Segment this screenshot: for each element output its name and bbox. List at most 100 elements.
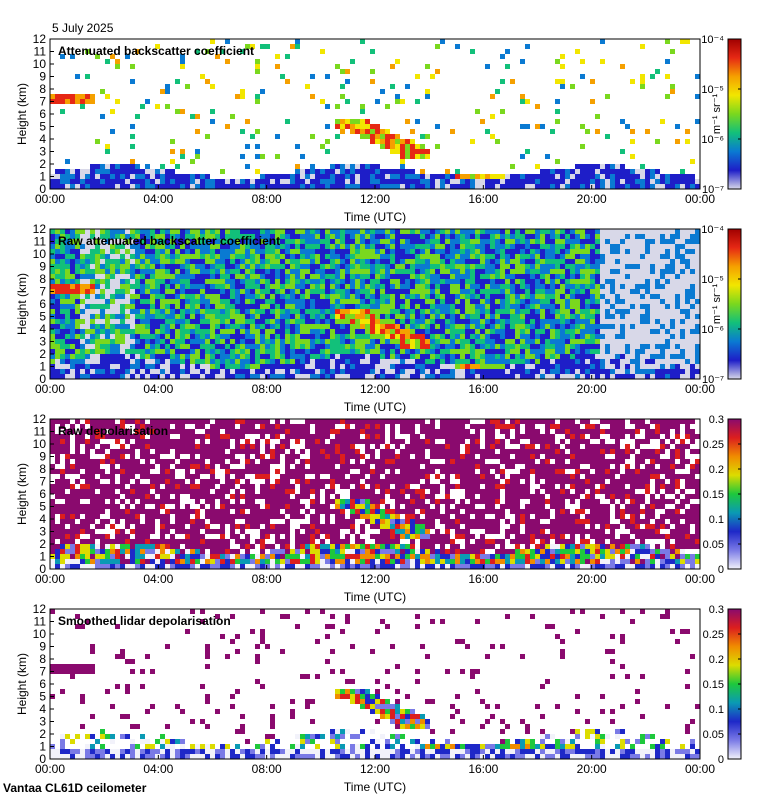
y-tick-label: 4 xyxy=(39,132,46,146)
y-tick-label: 7 xyxy=(39,95,46,109)
y-tick-label: 12 xyxy=(33,32,47,46)
x-tick-label: 04:00 xyxy=(143,192,173,206)
colorbar-tick-label: 0 xyxy=(718,564,724,576)
x-tick-label: 20:00 xyxy=(577,382,607,396)
y-tick-label: 9 xyxy=(39,70,46,84)
x-tick-label: 00:00 xyxy=(685,382,715,396)
y-tick-label: 1 xyxy=(39,170,46,184)
y-tick-label: 11 xyxy=(34,425,47,439)
y-tick-label: 3 xyxy=(39,525,46,539)
y-tick-label: 7 xyxy=(39,475,46,489)
colorbar-tick-label: 0.1 xyxy=(709,514,724,526)
y-tick-label: 9 xyxy=(39,260,46,274)
colorbar-tick-label: 0.15 xyxy=(703,489,724,501)
y-tick-label: 0 xyxy=(39,562,46,576)
x-tick-label: 00:00 xyxy=(35,762,65,776)
colorbar-tick-label: 0.1 xyxy=(709,704,724,716)
x-tick-label: 00:00 xyxy=(685,192,715,206)
y-tick-label: 10 xyxy=(33,57,47,71)
y-tick-label: 8 xyxy=(39,652,46,666)
y-tick-label: 8 xyxy=(39,462,46,476)
colorbar-tick-label: 10⁻⁵ xyxy=(701,84,724,96)
colorbar-tick-label: 0.25 xyxy=(703,629,724,641)
colorbar-tick-label: 0 xyxy=(718,754,724,766)
x-tick-label: 04:00 xyxy=(143,762,173,776)
colorbar-tick-label: 10⁻⁷ xyxy=(702,374,724,386)
y-tick-label: 0 xyxy=(39,372,46,386)
y-tick-label: 4 xyxy=(39,512,46,526)
y-axis-label: Height (km) xyxy=(15,273,29,335)
x-tick-label: 16:00 xyxy=(468,192,498,206)
x-tick-label: 00:00 xyxy=(685,762,715,776)
y-tick-label: 4 xyxy=(39,702,46,716)
y-tick-label: 5 xyxy=(39,120,46,134)
x-tick-label: 16:00 xyxy=(468,572,498,586)
colorbar-tick-label: 10⁻⁵ xyxy=(701,274,724,286)
y-tick-label: 3 xyxy=(39,715,46,729)
y-tick-label: 1 xyxy=(39,360,46,374)
footer-label: Vantaa CL61D ceilometer xyxy=(3,781,147,795)
colorbar-unit-label: m⁻¹ sr⁻¹ xyxy=(711,94,723,135)
colorbar-unit-label: m⁻¹ sr⁻¹ xyxy=(711,284,723,325)
y-tick-label: 2 xyxy=(39,537,46,551)
y-tick-label: 7 xyxy=(39,665,46,679)
y-tick-label: 12 xyxy=(33,222,47,236)
x-axis-label: Time (UTC) xyxy=(344,590,406,604)
x-tick-label: 00:00 xyxy=(35,572,65,586)
colorbar: 0 0.05 0.1 0.15 0.2 0.25 0.3 xyxy=(703,414,742,576)
colorbar-tick-label: 10⁻⁴ xyxy=(701,224,724,236)
x-tick-label: 20:00 xyxy=(577,572,607,586)
heatmap-cells xyxy=(50,229,700,379)
panel-2: Raw attenuated backscatter coefficient01… xyxy=(15,222,742,414)
date-label: 5 July 2025 xyxy=(52,21,114,35)
x-axis-label: Time (UTC) xyxy=(344,780,406,794)
y-tick-label: 11 xyxy=(34,235,47,249)
colorbar-gradient xyxy=(727,228,742,380)
heatmap-cells xyxy=(50,609,700,759)
panel-title: Attenuated backscatter coefficient xyxy=(58,44,254,58)
colorbar: 0 0.05 0.1 0.15 0.2 0.25 0.3 xyxy=(703,604,742,766)
x-tick-label: 16:00 xyxy=(468,382,498,396)
colorbar-tick-label: 0.15 xyxy=(703,679,724,691)
panel-4: Smoothed lidar depolarisation01234567891… xyxy=(15,602,742,794)
y-tick-label: 5 xyxy=(39,310,46,324)
colorbar-gradient xyxy=(727,38,742,190)
x-tick-label: 12:00 xyxy=(360,572,390,586)
colorbar-tick-label: 0.2 xyxy=(709,654,724,666)
heatmap-cells xyxy=(50,39,700,189)
heatmap-cells xyxy=(50,419,700,569)
colorbar-tick-label: 0.05 xyxy=(703,729,724,741)
colorbar: 10⁻⁷ 10⁻⁶ 10⁻⁵ 10⁻⁴ m⁻¹ sr⁻¹ xyxy=(701,224,742,386)
y-tick-label: 8 xyxy=(39,272,46,286)
colorbar-tick-label: 10⁻⁴ xyxy=(701,34,724,46)
y-tick-label: 12 xyxy=(33,602,47,616)
y-tick-label: 2 xyxy=(39,347,46,361)
y-axis-label: Height (km) xyxy=(15,83,29,145)
x-tick-label: 04:00 xyxy=(143,572,173,586)
x-tick-label: 08:00 xyxy=(252,572,282,586)
y-tick-label: 3 xyxy=(39,335,46,349)
x-tick-label: 12:00 xyxy=(360,762,390,776)
colorbar-tick-label: 0.2 xyxy=(709,464,724,476)
y-axis-label: Height (km) xyxy=(15,653,29,715)
x-tick-label: 04:00 xyxy=(143,382,173,396)
panel-title: Smoothed lidar depolarisation xyxy=(58,614,231,628)
colorbar-tick-label: 0.3 xyxy=(709,604,724,616)
panel-1: Attenuated backscatter coefficient012345… xyxy=(15,32,742,224)
y-tick-label: 5 xyxy=(39,500,46,514)
y-tick-label: 3 xyxy=(39,145,46,159)
panel-title: Raw attenuated backscatter coefficient xyxy=(58,234,280,248)
y-axis-label: Height (km) xyxy=(15,463,29,525)
y-tick-label: 6 xyxy=(39,677,46,691)
x-tick-label: 12:00 xyxy=(360,192,390,206)
x-tick-label: 08:00 xyxy=(252,192,282,206)
y-tick-label: 6 xyxy=(39,297,46,311)
x-tick-label: 00:00 xyxy=(35,192,65,206)
x-tick-label: 16:00 xyxy=(468,762,498,776)
colorbar: 10⁻⁷ 10⁻⁶ 10⁻⁵ 10⁻⁴ m⁻¹ sr⁻¹ xyxy=(701,34,742,196)
x-tick-label: 00:00 xyxy=(35,382,65,396)
y-tick-label: 6 xyxy=(39,487,46,501)
y-tick-label: 2 xyxy=(39,157,46,171)
